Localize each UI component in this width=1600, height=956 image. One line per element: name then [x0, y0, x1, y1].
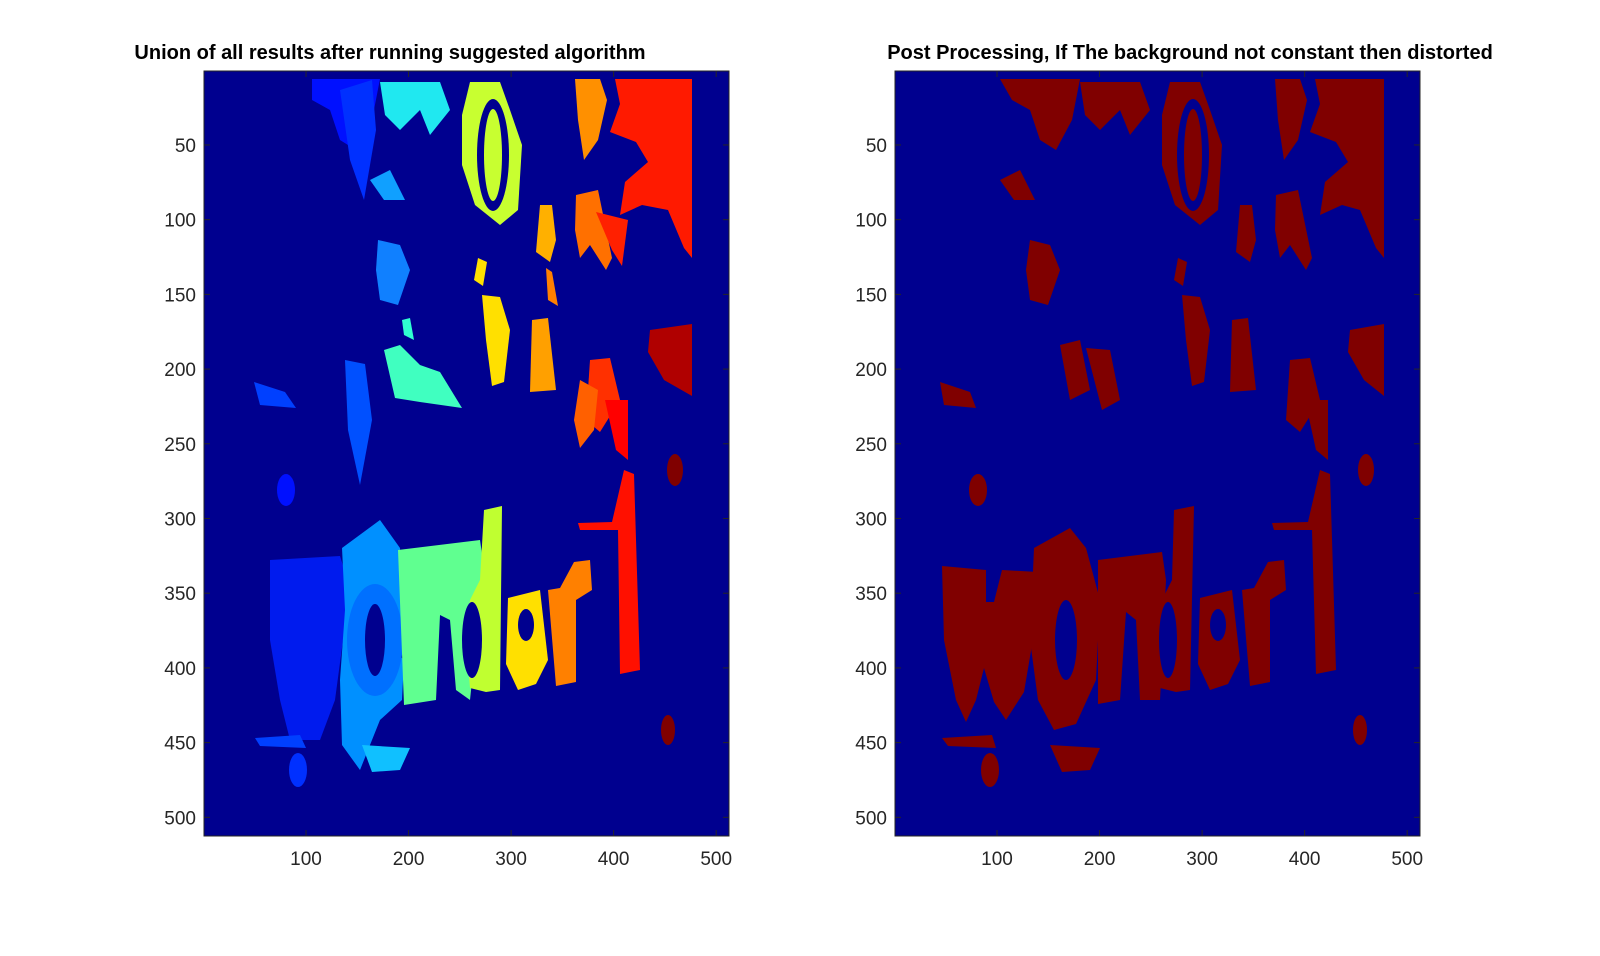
y-tick-label: 400	[164, 659, 196, 680]
x-tick-label: 300	[1186, 849, 1218, 870]
x-tick-label: 500	[700, 849, 732, 870]
y-tick-label: 200	[164, 360, 196, 381]
y-tick-label: 150	[855, 285, 887, 306]
axes-frame	[203, 70, 730, 837]
y-tick-label: 300	[855, 509, 887, 530]
image-content	[940, 79, 1384, 787]
ticks: 100 200 300 400 500 50 100 150 200 250 300 350 400 45…	[855, 71, 1423, 870]
x-tick-label: 200	[393, 849, 425, 870]
axes-right: 100 200 300 400 500 50 100 150 200 250 300 350 400 45…	[855, 70, 1423, 870]
subplot-left: Union of all results after running sugge…	[0, 0, 780, 956]
y-tick-label: 100	[855, 211, 887, 232]
axes-left: 100 200 300 400 500 50 100 150 200 250 300 350 400 45…	[164, 70, 732, 870]
x-tick-label: 500	[1391, 849, 1423, 870]
chart-title: Union of all results after running sugge…	[134, 42, 646, 64]
y-tick-label: 400	[855, 659, 887, 680]
ticks: 100 200 300 400 500 50 100 150 200 250 300 350 400 45…	[164, 71, 732, 870]
y-tick-label: 50	[175, 136, 196, 157]
axes-frame	[894, 70, 1421, 837]
y-tick-label: 350	[164, 584, 196, 605]
y-tick-label: 200	[855, 360, 887, 381]
y-tick-label: 100	[164, 211, 196, 232]
y-tick-label: 500	[855, 808, 887, 829]
x-tick-label: 200	[1084, 849, 1116, 870]
y-tick-label: 450	[164, 734, 196, 755]
y-tick-label: 250	[164, 435, 196, 456]
y-tick-label: 50	[866, 136, 887, 157]
x-tick-label: 100	[290, 849, 322, 870]
y-tick-label: 300	[164, 509, 196, 530]
y-tick-label: 500	[164, 808, 196, 829]
image-content	[254, 79, 692, 787]
x-tick-label: 300	[495, 849, 527, 870]
x-tick-label: 100	[981, 849, 1013, 870]
y-tick-label: 150	[164, 285, 196, 306]
x-tick-label: 400	[598, 849, 630, 870]
chart-title: Post Processing, If The background not c…	[887, 42, 1493, 64]
y-tick-label: 250	[855, 435, 887, 456]
subplot-right: Post Processing, If The background not c…	[780, 0, 1600, 956]
y-tick-label: 350	[855, 584, 887, 605]
y-tick-label: 450	[855, 734, 887, 755]
x-tick-label: 400	[1289, 849, 1321, 870]
